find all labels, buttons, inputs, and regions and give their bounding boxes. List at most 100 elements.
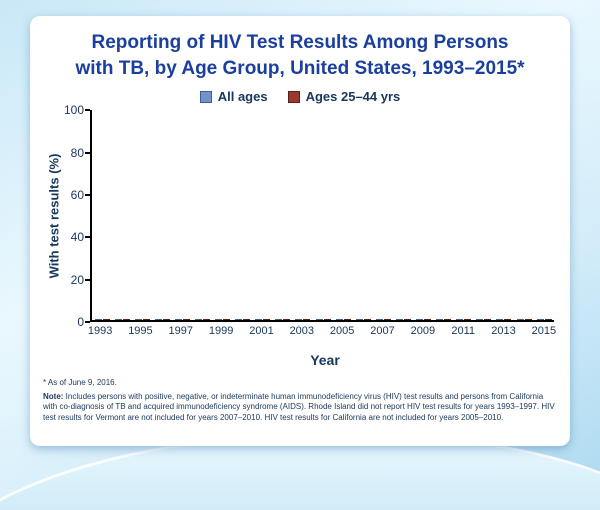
- bar-group-2007: [373, 319, 393, 321]
- bar-all-ages-1993: [94, 319, 102, 321]
- background-swoosh-decoration: [0, 435, 600, 510]
- bar-ages-25-44-1999: [223, 319, 231, 321]
- y-tick-mark-80: [85, 151, 90, 154]
- bar-group-2002: [273, 319, 293, 321]
- y-tick-mark-40: [85, 236, 90, 239]
- title-line-2: with TB, by Age Group, United States, 19…: [75, 57, 525, 79]
- bar-group-2015: [534, 319, 554, 321]
- x-tick-label-1997: 1997: [168, 325, 194, 338]
- y-tick-label-20: 20: [70, 272, 84, 287]
- bar-group-2009: [414, 319, 434, 321]
- bar-ages-25-44-2013: [504, 319, 512, 321]
- bar-ages-25-44-2007: [383, 319, 391, 321]
- note-label: Note:: [43, 391, 64, 401]
- bar-all-ages-2011: [456, 319, 464, 321]
- bar-all-ages-2010: [436, 319, 444, 321]
- bar-ages-25-44-1997: [182, 319, 190, 321]
- bar-group-2001: [253, 319, 273, 321]
- y-tick-mark-60: [85, 194, 90, 197]
- x-tick-label-1999: 1999: [208, 325, 234, 338]
- y-tick-label-100: 100: [63, 103, 84, 118]
- bar-group-2008: [393, 319, 413, 321]
- bar-all-ages-2012: [476, 319, 484, 321]
- bar-all-ages-2013: [496, 319, 504, 321]
- bar-all-ages-2014: [516, 319, 524, 321]
- bar-all-ages-1999: [215, 319, 223, 321]
- plot: [90, 110, 554, 323]
- bar-group-1995: [132, 319, 152, 321]
- bar-group-2005: [333, 319, 353, 321]
- bar-group-1994: [112, 319, 132, 321]
- bar-group-2000: [233, 319, 253, 321]
- bar-group-2013: [494, 319, 514, 321]
- y-tick-mark-20: [85, 278, 90, 281]
- bar-ages-25-44-2001: [263, 319, 271, 321]
- bar-all-ages-1996: [154, 319, 162, 321]
- bar-all-ages-2000: [235, 319, 243, 321]
- bar-all-ages-2002: [275, 319, 283, 321]
- legend-item-ages-25-44: Ages 25–44 yrs: [287, 89, 401, 105]
- bar-group-2010: [434, 319, 454, 321]
- bar-ages-25-44-2011: [464, 319, 472, 321]
- bar-group-1998: [192, 319, 212, 321]
- bar-all-ages-2008: [395, 319, 403, 321]
- bar-ages-25-44-2012: [484, 319, 492, 321]
- bar-ages-25-44-2015: [544, 319, 552, 321]
- legend-label-ages-25-44: Ages 25–44 yrs: [305, 89, 401, 105]
- bar-group-2004: [313, 319, 333, 321]
- bar-group-1993: [92, 319, 112, 321]
- x-axis-ticks: 1993 1995 1997 1999 2001 2003 2005 2007 2009 2011…: [87, 325, 556, 340]
- x-tick-label-2007: 2007: [370, 325, 395, 338]
- page-title: Reporting of HIV Test Results Among Pers…: [40, 30, 560, 81]
- bar-all-ages-2015: [536, 319, 544, 321]
- bar-all-ages-2009: [416, 319, 424, 321]
- plot-row: 0 20 40 60 80 100: [40, 103, 560, 329]
- bar-all-ages-2004: [315, 319, 323, 321]
- note-text: Includes persons with positive, negative…: [43, 391, 555, 422]
- bar-ages-25-44-2004: [323, 319, 331, 321]
- bar-group-2014: [514, 319, 534, 321]
- bar-all-ages-2007: [375, 319, 383, 321]
- bar-all-ages-1997: [174, 319, 182, 321]
- x-tick-label-2005: 2005: [329, 325, 355, 338]
- chart-legend: All ages Ages 25–44 yrs: [40, 89, 560, 104]
- y-tick-label-60: 60: [70, 188, 84, 203]
- bar-group-2012: [474, 319, 494, 321]
- bar-ages-25-44-2008: [403, 319, 411, 321]
- note-footnote: Note: Includes persons with positive, ne…: [43, 392, 557, 424]
- bar-ages-25-44-1998: [203, 319, 211, 321]
- y-tick-label-80: 80: [70, 145, 84, 160]
- bar-group-1999: [213, 319, 233, 321]
- y-tick-mark-0: [85, 321, 90, 324]
- x-tick-label-1993: 1993: [87, 325, 113, 338]
- bar-ages-25-44-2006: [363, 319, 371, 321]
- x-tick-label-2001: 2001: [249, 325, 274, 338]
- asterisk-footnote: * As of June 9, 2016.: [43, 378, 117, 388]
- y-tick-mark-100: [85, 109, 90, 112]
- x-tick-label-2013: 2013: [491, 325, 516, 338]
- bar-all-ages-2005: [335, 319, 343, 321]
- bar-all-ages-2001: [255, 319, 263, 321]
- bar-ages-25-44-2000: [243, 319, 251, 321]
- chart: With test results (%) 0 20 40 60 80 100 1993 1…: [40, 103, 560, 369]
- x-tick-label-1995: 1995: [128, 325, 153, 338]
- bar-ages-25-44-1996: [162, 319, 170, 321]
- bar-all-ages-2006: [355, 319, 363, 321]
- bar-group-2003: [293, 319, 313, 321]
- x-axis-title: Year: [310, 352, 340, 369]
- bar-ages-25-44-2009: [424, 319, 432, 321]
- bar-ages-25-44-2003: [303, 319, 311, 321]
- x-tick-spacer: [433, 325, 453, 340]
- bar-ages-25-44-2010: [444, 319, 452, 321]
- legend-swatch-ages-25-44: [287, 90, 300, 103]
- bar-ages-25-44-1994: [122, 319, 130, 321]
- bar-ages-25-44-1993: [102, 319, 110, 321]
- bar-ages-25-44-2005: [343, 319, 351, 321]
- bar-ages-25-44-2002: [283, 319, 291, 321]
- bar-ages-25-44-2014: [524, 319, 532, 321]
- legend-label-all-ages: All ages: [217, 89, 268, 105]
- title-line-1: Reporting of HIV Test Results Among Pers…: [91, 32, 509, 53]
- bar-all-ages-1995: [134, 319, 142, 321]
- bar-all-ages-1994: [114, 319, 122, 321]
